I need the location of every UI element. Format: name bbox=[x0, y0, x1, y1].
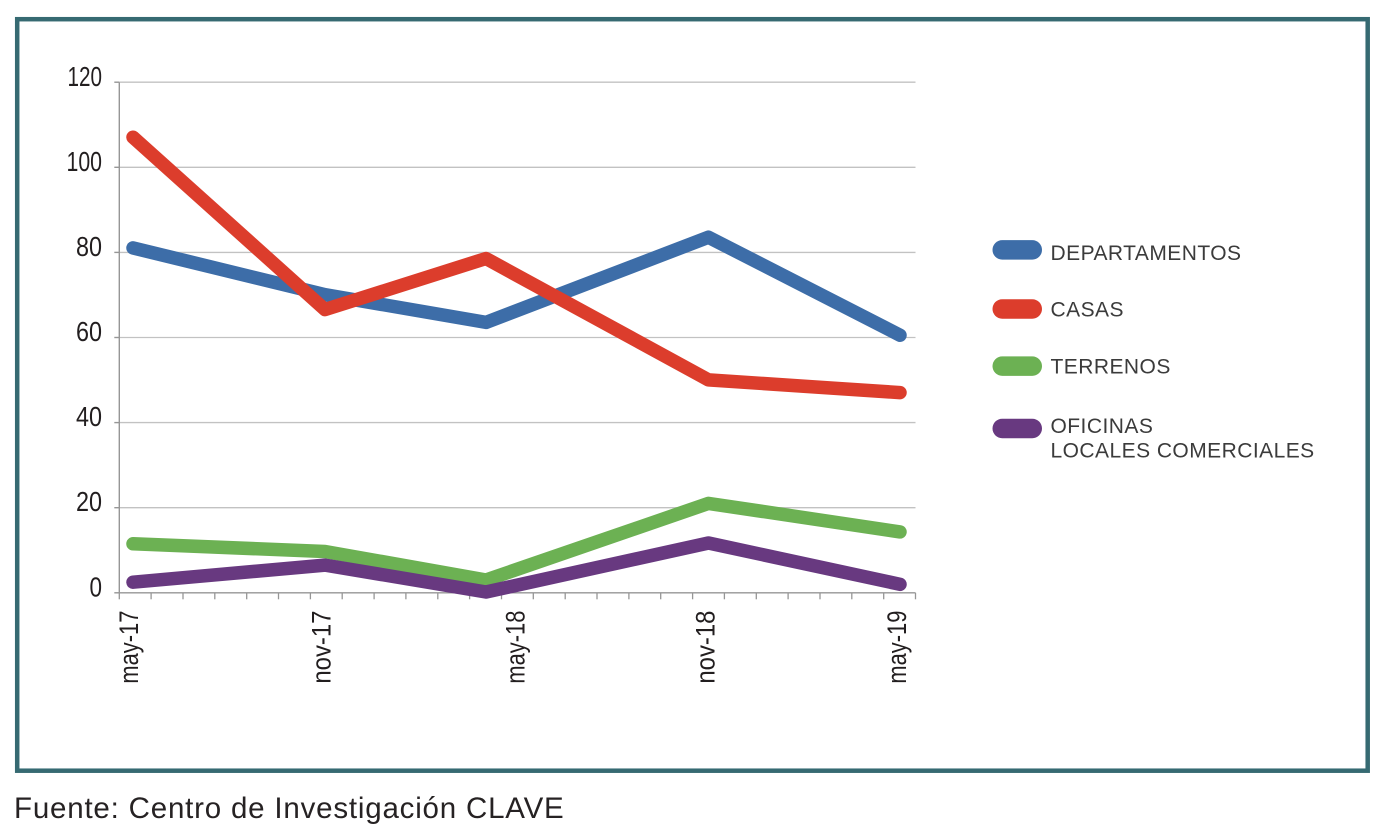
svg-text:TERRENOS: TERRENOS bbox=[1051, 356, 1171, 379]
svg-text:20: 20 bbox=[76, 486, 102, 517]
svg-text:DEPARTAMENTOS: DEPARTAMENTOS bbox=[1051, 242, 1242, 265]
svg-text:40: 40 bbox=[76, 401, 102, 432]
svg-text:100: 100 bbox=[67, 146, 103, 177]
svg-text:LOCALES COMERCIALES: LOCALES COMERCIALES bbox=[1051, 439, 1315, 462]
svg-text:OFICINAS: OFICINAS bbox=[1051, 415, 1154, 438]
svg-text:nov-17: nov-17 bbox=[307, 611, 337, 684]
svg-text:Fuente: Centro de Investigació: Fuente: Centro de Investigación CLAVE bbox=[14, 792, 565, 825]
svg-text:may-18: may-18 bbox=[501, 611, 531, 684]
svg-text:CASAS: CASAS bbox=[1051, 299, 1124, 322]
svg-text:nov-18: nov-18 bbox=[691, 611, 721, 684]
svg-text:60: 60 bbox=[76, 316, 102, 347]
svg-text:120: 120 bbox=[68, 61, 103, 92]
svg-text:may-19: may-19 bbox=[882, 611, 912, 684]
svg-text:80: 80 bbox=[76, 231, 102, 262]
svg-text:0: 0 bbox=[90, 572, 103, 603]
svg-text:may-17: may-17 bbox=[114, 611, 144, 684]
